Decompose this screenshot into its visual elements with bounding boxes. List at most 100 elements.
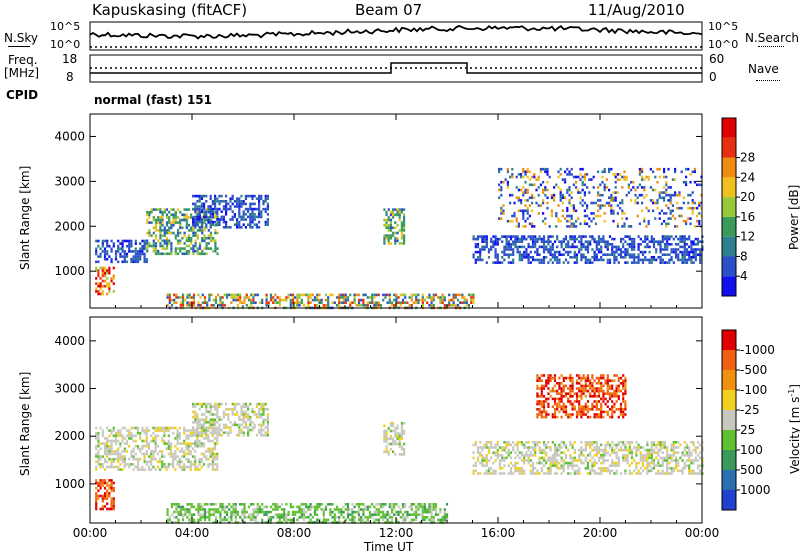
echo-cell	[196, 415, 199, 419]
echo-cell	[106, 292, 109, 296]
echo-cell	[648, 448, 651, 452]
echo-cell	[561, 196, 564, 200]
echo-cell	[581, 167, 584, 171]
echo-cell	[99, 455, 102, 458]
echo-cell	[203, 518, 207, 522]
echo-cell	[194, 434, 197, 437]
echo-cell	[546, 196, 549, 200]
echo-cell	[650, 467, 653, 470]
echo-cell	[487, 459, 491, 462]
echo-cell	[562, 240, 565, 243]
echo-cell	[265, 510, 268, 514]
echo-cell	[110, 450, 113, 453]
echo-cell	[611, 250, 614, 254]
echo-cell	[498, 467, 502, 470]
echo-cell	[168, 242, 171, 245]
echo-cell	[597, 237, 601, 241]
echo-cell	[611, 243, 614, 246]
echo-cell	[571, 467, 574, 470]
echo-cell	[108, 484, 111, 487]
echo-cell	[526, 170, 529, 174]
echo-cell	[621, 217, 624, 220]
echo-cell	[622, 459, 625, 462]
echo-cell	[181, 508, 185, 511]
echo-cell	[101, 463, 104, 466]
echo-cell	[179, 239, 182, 243]
echo-cell	[518, 258, 521, 262]
echo-cell	[214, 210, 217, 214]
echo-cell	[95, 434, 98, 438]
echo-cell	[373, 293, 376, 297]
echo-cell	[130, 244, 133, 248]
echo-cell	[205, 418, 208, 421]
echo-cell	[573, 408, 576, 411]
echo-cell	[683, 237, 686, 241]
echo-cell	[696, 237, 700, 241]
echo-cell	[360, 508, 363, 511]
echo-cell	[538, 245, 541, 249]
echo-cell	[645, 206, 648, 210]
echo-cell	[95, 502, 98, 506]
echo-cell	[479, 441, 482, 444]
echo-cell	[242, 413, 245, 416]
echo-cell	[635, 451, 638, 454]
echo-cell	[114, 465, 118, 469]
echo-cell	[600, 250, 603, 254]
echo-cell	[589, 472, 592, 475]
echo-cell	[547, 397, 550, 401]
echo-cell	[523, 256, 526, 259]
echo-cell	[112, 507, 115, 511]
echo-cell	[114, 434, 118, 438]
echo-cell	[569, 256, 572, 259]
echo-cell	[652, 451, 656, 454]
echo-cell	[106, 250, 109, 253]
echo-cell	[637, 253, 640, 256]
echo-cell	[101, 269, 104, 272]
echo-cell	[569, 235, 572, 238]
echo-cell	[520, 201, 523, 205]
echo-cell	[677, 258, 680, 262]
echo-cell	[498, 459, 502, 462]
echo-cell	[537, 212, 540, 215]
echo-cell	[203, 510, 207, 514]
echo-cell	[666, 451, 669, 454]
echo-cell	[595, 448, 598, 452]
echo-cell	[181, 293, 185, 297]
echo-cell	[252, 293, 255, 297]
echo-cell	[157, 208, 160, 211]
echo-cell	[159, 231, 162, 235]
echo-cell	[583, 222, 586, 226]
echo-cell	[291, 301, 295, 304]
echo-cell	[589, 443, 592, 447]
echo-cell	[196, 234, 199, 237]
echo-cell	[401, 516, 405, 519]
echo-cell	[253, 426, 256, 429]
echo-cell	[199, 296, 202, 299]
echo-cell	[187, 437, 190, 440]
echo-cell	[166, 304, 169, 307]
echo-cell	[619, 472, 623, 475]
echo-cell	[200, 465, 203, 469]
echo-cell	[570, 167, 573, 171]
echo-cell	[212, 304, 215, 307]
echo-cell	[528, 204, 531, 207]
echo-cell	[509, 248, 513, 251]
echo-cell	[143, 444, 146, 448]
echo-cell	[652, 443, 656, 447]
echo-cell	[679, 245, 682, 249]
echo-cell	[189, 442, 192, 445]
echo-cell	[384, 293, 387, 297]
echo-cell	[527, 454, 530, 457]
echo-cell	[494, 469, 497, 473]
echo-cell	[344, 508, 347, 511]
echo-cell	[250, 298, 253, 302]
echo-cell	[500, 193, 503, 197]
echo-cell	[522, 167, 525, 171]
echo-cell	[174, 426, 177, 430]
echo-cell	[526, 175, 529, 179]
echo-cell	[568, 186, 571, 189]
echo-cell	[434, 508, 438, 511]
echo-cell	[262, 428, 265, 432]
echo-cell	[349, 301, 352, 304]
